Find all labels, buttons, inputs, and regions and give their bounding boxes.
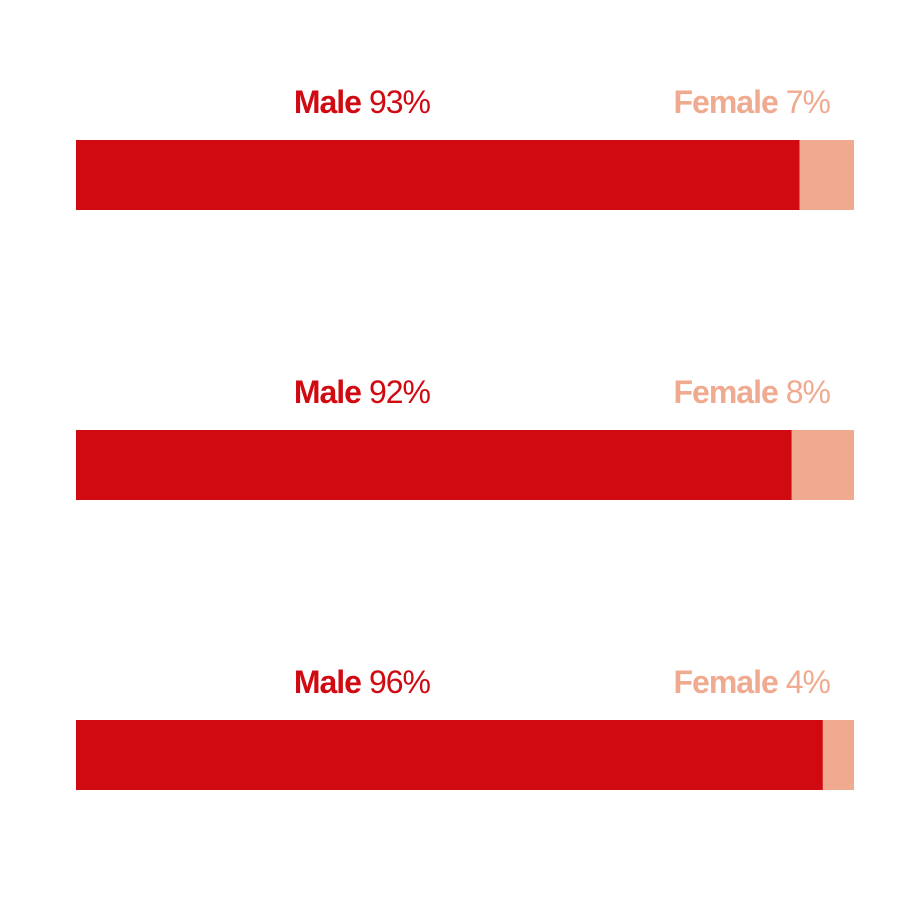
value-label: 7% — [786, 84, 831, 120]
bar-segment — [76, 720, 823, 790]
bar-label: Female 7% — [673, 84, 830, 120]
series-name: Female — [673, 374, 777, 410]
bar-label: Male 92% — [294, 374, 431, 410]
bar-label: Female 4% — [673, 664, 830, 700]
series-name: Male — [294, 84, 361, 120]
bar-segment — [76, 140, 800, 210]
series-name: Female — [673, 664, 777, 700]
bar-segment — [799, 140, 854, 210]
bar-label: Female 8% — [673, 374, 830, 410]
value-label: 92% — [369, 374, 431, 410]
bar-segment — [76, 430, 792, 500]
bar-label: Male 93% — [294, 84, 431, 120]
value-label: 96% — [369, 664, 431, 700]
value-label: 93% — [369, 84, 431, 120]
value-label: 8% — [786, 374, 831, 410]
value-label: 4% — [786, 664, 831, 700]
series-name: Male — [294, 664, 361, 700]
series-name: Male — [294, 374, 361, 410]
bar-segment — [791, 430, 854, 500]
bar-label: Male 96% — [294, 664, 431, 700]
series-name: Female — [673, 84, 777, 120]
bar-segment — [822, 720, 854, 790]
